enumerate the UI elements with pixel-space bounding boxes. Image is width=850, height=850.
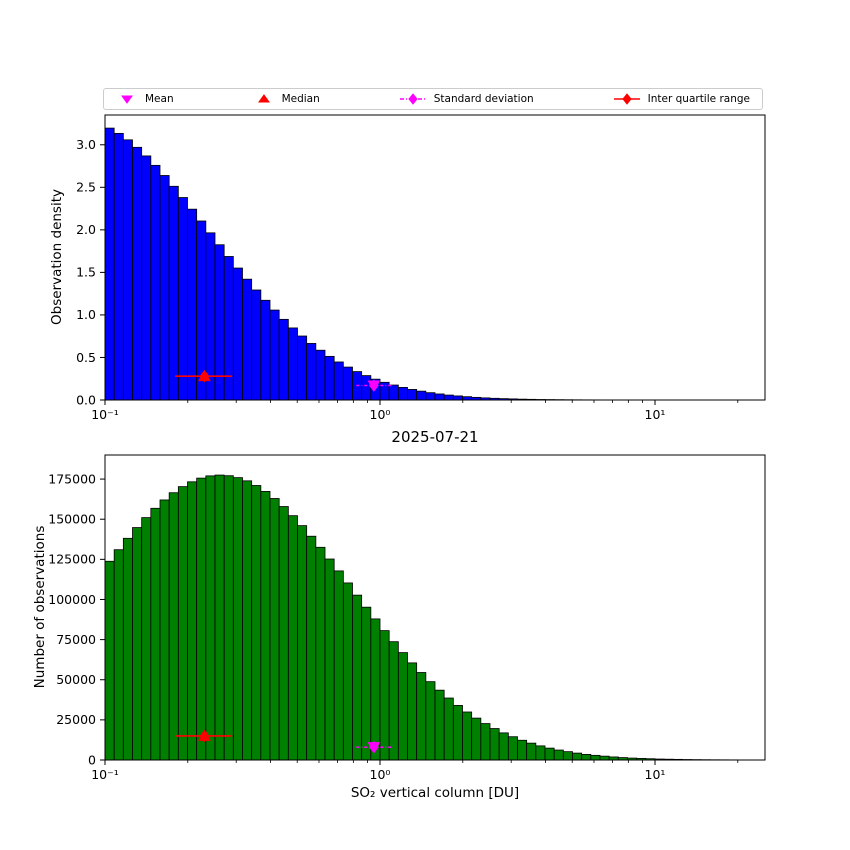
svg-text:0: 0	[88, 752, 96, 767]
axes-frame	[104, 454, 766, 761]
inter-quartile-range-marker	[199, 729, 210, 743]
legend: Mean Median Standard deviation	[103, 88, 763, 110]
axes-frame	[104, 114, 766, 401]
svg-text:2.5: 2.5	[76, 180, 96, 195]
median-marker-icon	[253, 93, 275, 105]
mean-marker-icon	[116, 93, 138, 105]
density-ylabel: Observation density	[49, 189, 65, 325]
svg-text:175000: 175000	[48, 471, 96, 486]
mean-marker	[367, 742, 381, 754]
axis-ticks: 10⁻¹ 10⁰ 10¹ 0 25000 50000 75000 100000 125000 15…	[48, 471, 739, 782]
statistic-markers	[175, 729, 392, 754]
legend-item-median: Median	[253, 93, 320, 105]
svg-text:1.5: 1.5	[76, 265, 96, 280]
svg-text:10⁻¹: 10⁻¹	[91, 767, 119, 782]
legend-item-standard-deviation: Standard deviation	[399, 93, 534, 105]
mean-marker	[367, 380, 381, 392]
standard-deviation-marker-icon	[399, 93, 427, 105]
svg-text:1.0: 1.0	[76, 307, 96, 322]
svg-text:10¹: 10¹	[645, 767, 666, 782]
histogram-bars	[104, 474, 766, 761]
svg-text:10⁰: 10⁰	[370, 407, 391, 422]
svg-text:125000: 125000	[48, 552, 96, 567]
x-axis-label: SO₂ vertical column [DU]	[350, 785, 520, 801]
svg-text:10⁻¹: 10⁻¹	[91, 407, 119, 422]
axis-ticks: 10⁻¹ 10⁰ 10¹ 0.0 0.5 1.0 1.5 2.0 2.5 3.0	[76, 137, 739, 422]
legend-label-median: Median	[281, 92, 320, 105]
statistic-markers	[175, 369, 392, 392]
svg-text:0.0: 0.0	[76, 392, 96, 407]
svg-text:150000: 150000	[48, 512, 96, 527]
histogram-bars	[104, 127, 693, 401]
date-title: 2025-07-21	[391, 428, 479, 446]
legend-label-standard-deviation: Standard deviation	[433, 92, 534, 105]
svg-text:10¹: 10¹	[645, 407, 666, 422]
standard-deviation-marker	[369, 379, 379, 392]
median-marker	[198, 370, 211, 382]
svg-text:75000: 75000	[56, 632, 96, 647]
inter-quartile-range-marker	[199, 369, 210, 383]
svg-text:50000: 50000	[56, 672, 96, 687]
inter-quartile-range-marker-icon	[613, 93, 641, 105]
svg-text:100000: 100000	[48, 592, 96, 607]
legend-item-inter-quartile-range: Inter quartile range	[613, 93, 750, 105]
svg-text:25000: 25000	[56, 712, 96, 727]
legend-label-inter-quartile-range: Inter quartile range	[647, 92, 750, 105]
legend-label-mean: Mean	[145, 92, 174, 105]
svg-text:2.0: 2.0	[76, 222, 96, 237]
standard-deviation-marker	[369, 740, 379, 754]
median-marker	[198, 729, 211, 741]
svg-text:10⁰: 10⁰	[370, 767, 391, 782]
svg-text:0.5: 0.5	[76, 350, 96, 365]
svg-text:3.0: 3.0	[76, 137, 96, 152]
counts-ylabel: Number of observations	[32, 525, 48, 689]
legend-item-mean: Mean	[116, 93, 174, 105]
